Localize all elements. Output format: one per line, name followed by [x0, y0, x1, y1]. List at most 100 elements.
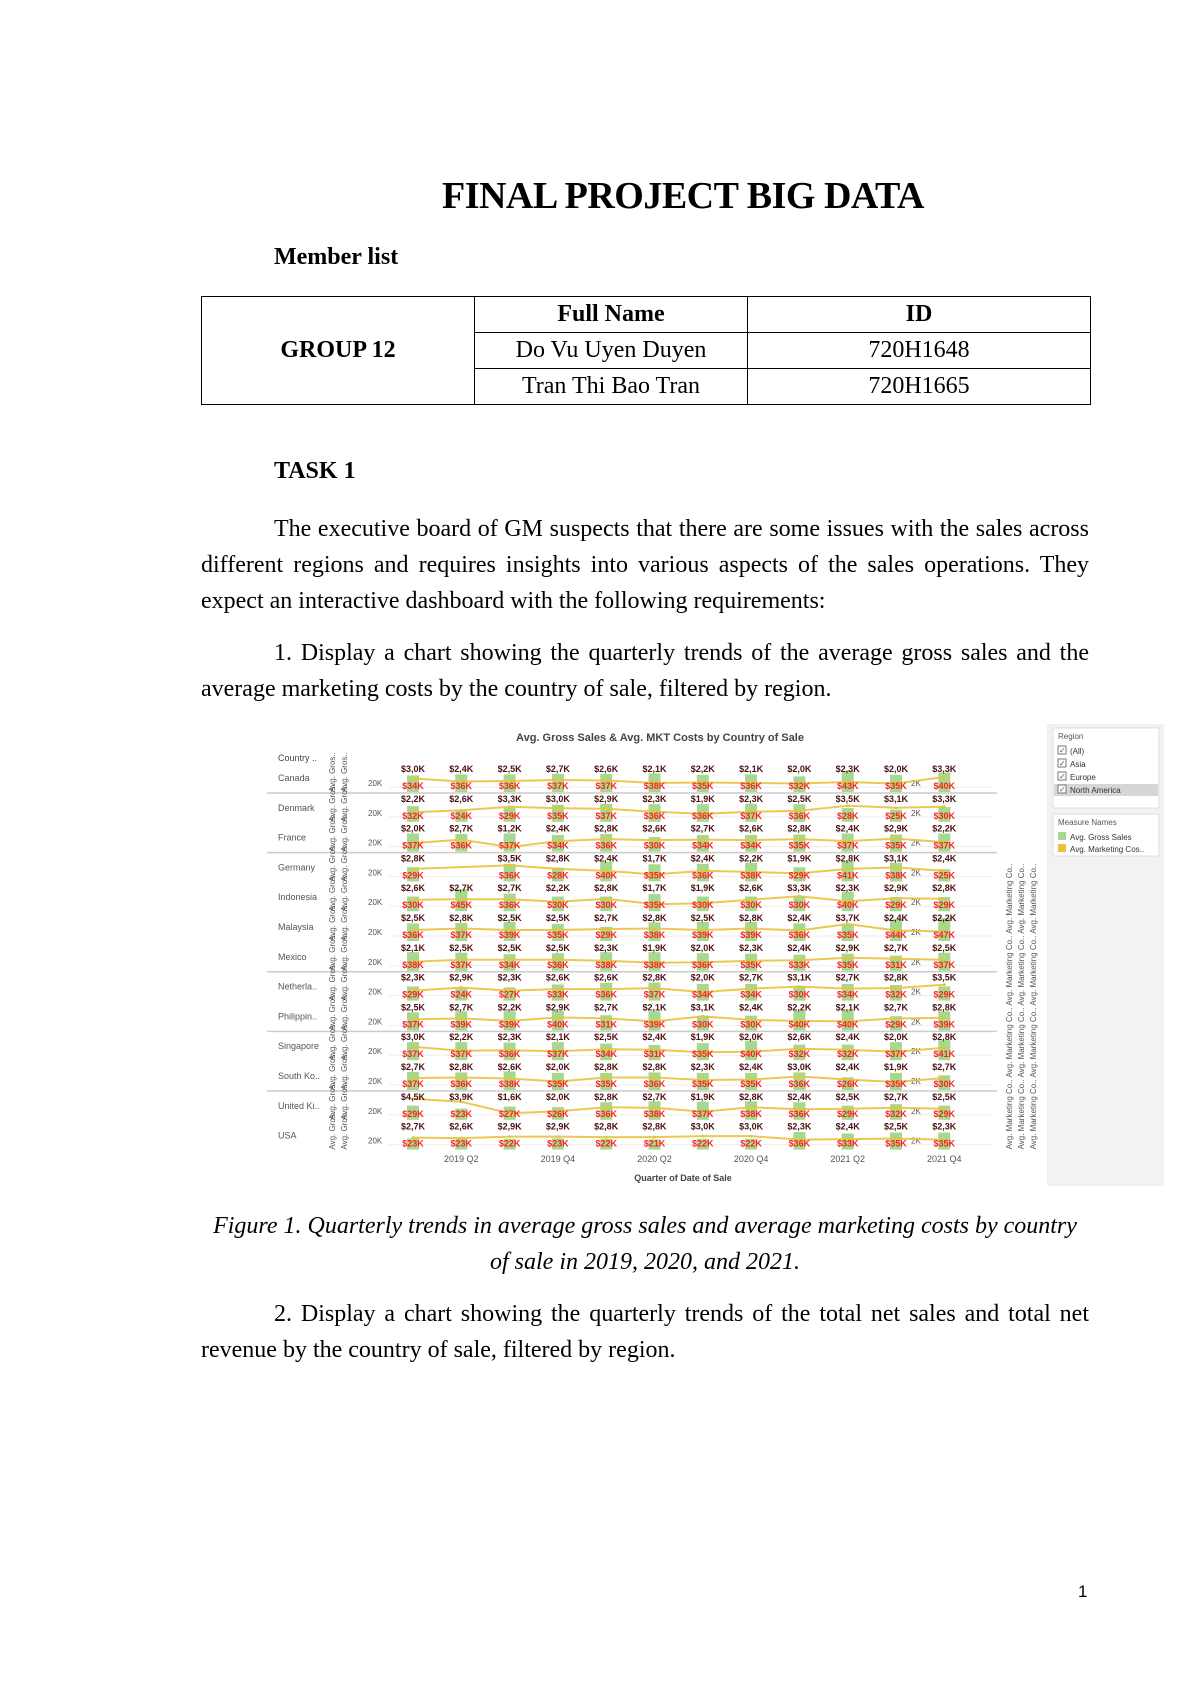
gross-sales-label: $36K — [740, 781, 762, 791]
marketing-cost-point — [508, 1048, 512, 1052]
checkbox-icon[interactable] — [1057, 771, 1067, 781]
marketing-cost-label: $2,5K — [401, 1002, 426, 1012]
gross-sales-label: $39K — [692, 930, 714, 940]
region-option-asia[interactable]: ✓ Asia — [1057, 758, 1086, 769]
figure-caption: Figure 1. Quarterly trends in average gr… — [213, 1213, 1077, 1275]
marketing-cost-label: $2,7K — [594, 913, 619, 923]
marketing-cost-label: $3,0K — [546, 794, 571, 804]
gross-sales-bar — [551, 953, 564, 971]
marketing-cost-label: $2,1K — [642, 764, 667, 774]
marketing-cost-label: $2,4K — [932, 853, 957, 863]
marketing-cost-label: $2,4K — [739, 1062, 764, 1072]
marketing-cost-label: $3,1K — [884, 794, 909, 804]
gross-sales-label: $39K — [740, 930, 762, 940]
marketing-cost-point — [797, 871, 801, 875]
gross-sales-label: $30K — [547, 900, 569, 910]
gross-sales-bar — [745, 1101, 758, 1120]
marketing-cost-label: $3,5K — [836, 794, 861, 804]
marketing-cost-label: $2,2K — [449, 1032, 474, 1042]
gross-sales-bar — [455, 988, 468, 1001]
marketing-cost-label: $2,7K — [739, 973, 764, 983]
left-axis-tick: 20K — [368, 958, 383, 967]
member-name: Tran Thi Bao Tran — [474, 368, 748, 405]
marketing-cost-point — [604, 779, 608, 782]
left-axis-tick: 20K — [368, 1107, 383, 1116]
marketing-cost-point — [411, 810, 415, 814]
marketing-cost-point — [411, 1076, 415, 1080]
marketing-cost-point — [653, 872, 656, 876]
marketing-cost-label: $2,4K — [836, 1032, 861, 1042]
checkbox-icon[interactable] — [1057, 758, 1067, 768]
gross-sales-label: $45K — [451, 900, 473, 910]
marketing-cost-label: $2,7K — [449, 1002, 474, 1012]
gross-sales-label: $36K — [402, 930, 424, 940]
marketing-cost-label: $3,1K — [787, 973, 812, 983]
x-tick-label: 2019 Q2 — [444, 1154, 479, 1164]
gross-sales-bar — [648, 894, 661, 912]
marketing-cost-label: $2,0K — [884, 1032, 909, 1042]
gross-sales-label: $32K — [837, 1049, 859, 1059]
marketing-cost-label: $2,3K — [642, 794, 667, 804]
marketing-cost-label: $2,8K — [739, 913, 764, 923]
gross-sales-label: $30K — [934, 1079, 956, 1089]
gross-sales-bar — [793, 985, 806, 1001]
marketing-cost-point — [749, 1078, 753, 1081]
marketing-cost-point — [846, 922, 850, 926]
marketing-cost-label: $2,6K — [739, 883, 764, 893]
marketing-cost-point — [797, 837, 801, 841]
dashboard-chart: Avg. Gross Sales & Avg. MKT Costs by Cou… — [267, 724, 1164, 1186]
marketing-cost-point — [701, 1078, 705, 1082]
region-option-europe[interactable]: ✓ Europe — [1057, 771, 1096, 782]
marketing-cost-label: $2,3K — [594, 943, 619, 953]
gross-sales-label: $31K — [885, 960, 907, 970]
marketing-cost-point — [942, 840, 946, 844]
gross-sales-label: $29K — [402, 990, 424, 1000]
gross-sales-label: $30K — [692, 900, 714, 910]
marketing-cost-label: $3,3K — [498, 794, 523, 804]
gross-sales-bar — [455, 952, 468, 971]
gross-sales-label: $34K — [692, 990, 714, 1000]
marketing-cost-line — [412, 837, 945, 849]
marketing-cost-label: $2,2K — [546, 883, 571, 893]
left-axis-tick: 20K — [368, 1137, 383, 1146]
marketing-cost-label: $2,6K — [546, 973, 571, 983]
marketing-cost-point — [942, 869, 946, 873]
marketing-cost-point — [459, 1100, 463, 1104]
marketing-cost-point — [556, 958, 560, 962]
right-axis-tick: 2K — [911, 1047, 921, 1056]
gross-sales-bar — [793, 896, 806, 912]
marketing-cost-label: $2,5K — [449, 943, 474, 953]
marketing-cost-point — [701, 990, 705, 994]
marketing-cost-label: $2,2K — [787, 1002, 812, 1012]
checkbox-icon[interactable] — [1057, 745, 1067, 755]
marketing-cost-point — [459, 986, 463, 990]
gross-sales-label: $28K — [547, 870, 569, 880]
right-axis-title-text: Avg. Marketing Co.. — [1029, 1078, 1038, 1150]
x-axis-title: Quarter of Date of Sale — [634, 1173, 732, 1183]
left-axis-title: Avg. Gros.. — [328, 812, 337, 852]
gross-sales-label: $38K — [644, 930, 666, 940]
marketing-cost-label: $2,7K — [449, 883, 474, 893]
checkbox-icon[interactable] — [1057, 784, 1067, 794]
gross-sales-bar — [600, 983, 613, 1001]
marketing-cost-point — [556, 867, 560, 871]
marketing-cost-point — [459, 1076, 463, 1079]
marketing-cost-label: $2,3K — [836, 764, 861, 774]
gross-sales-label: $35K — [740, 960, 762, 970]
left-axis-title: Avg. Gros.. — [340, 991, 349, 1031]
marketing-cost-point — [894, 1080, 898, 1084]
country-label: Singapore — [278, 1041, 319, 1051]
gross-sales-label: $47K — [934, 930, 956, 940]
region-option-north-america[interactable]: ✓ North America — [1057, 784, 1121, 795]
gross-sales-label: $35K — [837, 930, 859, 940]
marketing-cost-point — [459, 958, 463, 962]
marketing-cost-label: $1,9K — [787, 853, 812, 863]
region-option--all-[interactable]: ✓ (All) — [1057, 745, 1085, 756]
marketing-cost-point — [749, 927, 753, 930]
gross-sales-label: $29K — [885, 900, 907, 910]
region-option-label: Asia — [1070, 760, 1086, 769]
marketing-cost-label: $2,5K — [498, 764, 523, 774]
gross-sales-bar — [551, 896, 564, 912]
marketing-cost-point — [508, 1111, 512, 1115]
